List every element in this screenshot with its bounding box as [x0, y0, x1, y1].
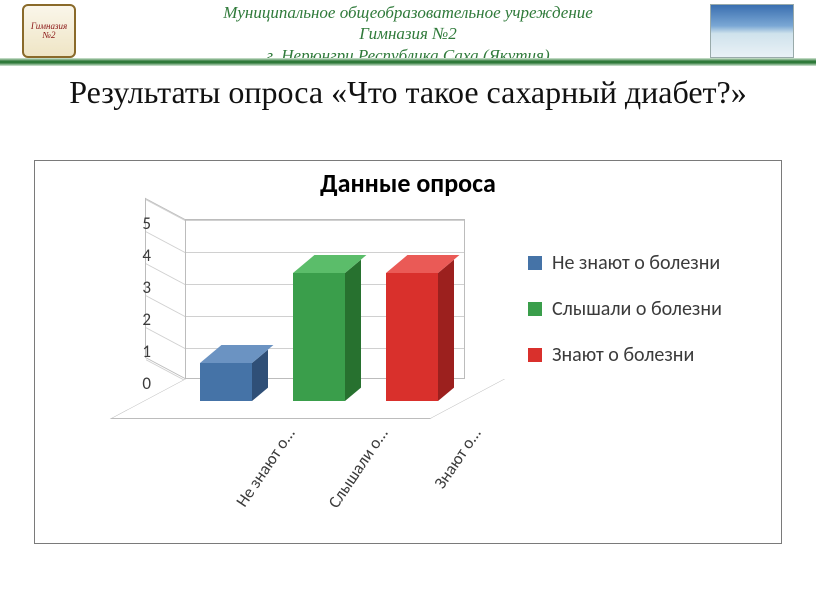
legend-item: Не знают о болезни: [528, 251, 753, 275]
page-title: Результаты опроса «Что такое сахарный ди…: [0, 74, 816, 111]
header-titles: Муниципальное общеобразовательное учрежд…: [0, 2, 816, 66]
legend-item: Слышали о болезни: [528, 297, 753, 321]
legend: Не знают о болезни Слышали о болезни Знают…: [528, 251, 753, 389]
y-tick-label: 4: [142, 245, 151, 266]
legend-label: Знают о болезни: [552, 343, 694, 367]
plot-area: 012345 Не знают о…Слышали о…Знают о…: [145, 219, 475, 419]
chart-frame: Данные опроса 012345 Не знают о…Слышали …: [34, 160, 782, 544]
legend-swatch: [528, 302, 542, 316]
legend-swatch: [528, 256, 542, 270]
legend-item: Знают о болезни: [528, 343, 753, 367]
header-divider: [0, 58, 816, 66]
slide-header: Гимназия №2 Муниципальное общеобразовате…: [0, 0, 816, 72]
y-tick-label: 0: [142, 373, 151, 394]
legend-label: Слышали о болезни: [552, 297, 722, 321]
chart-title: Данные опроса: [35, 167, 781, 199]
header-line1: Муниципальное общеобразовательное учрежд…: [0, 2, 816, 23]
y-tick-label: 1: [142, 341, 151, 362]
x-tick-label: Не знают о…: [215, 424, 300, 535]
x-tick-label: Слышали о…: [308, 424, 393, 535]
y-tick-label: 3: [142, 277, 151, 298]
legend-label: Не знают о болезни: [552, 251, 720, 275]
y-tick-label: 2: [142, 309, 151, 330]
legend-swatch: [528, 348, 542, 362]
header-line2: Гимназия №2: [0, 23, 816, 44]
y-tick-label: 5: [142, 213, 151, 234]
chart-side-wall: [145, 198, 185, 379]
bars-group: [185, 219, 465, 379]
x-tick-label: Знают о…: [401, 424, 486, 535]
